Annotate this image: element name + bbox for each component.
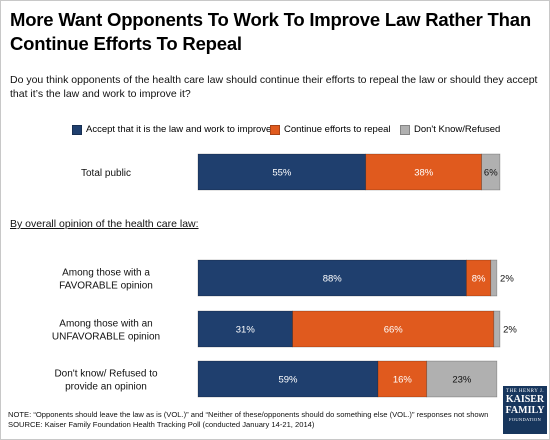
kff-logo: THE HENRY J. KAISER FAMILY FOUNDATION bbox=[503, 386, 547, 434]
bar-segment bbox=[490, 259, 498, 297]
bar-segment bbox=[493, 310, 501, 348]
data-label: 59% bbox=[278, 375, 298, 386]
legend-item-dontknow: Don't Know/Refused bbox=[400, 124, 500, 135]
logo-line1: THE HENRY J. bbox=[505, 389, 545, 394]
data-label: 2% bbox=[500, 274, 514, 285]
note-text: NOTE: “Opponents should leave the law as… bbox=[8, 410, 489, 419]
chart-note: NOTE: “Opponents should leave the law as… bbox=[8, 410, 508, 430]
bar-segment bbox=[197, 310, 293, 348]
bar-segment bbox=[197, 153, 367, 191]
legend-label-dontknow: Don't Know/Refused bbox=[414, 124, 501, 135]
source-text: SOURCE: Kaiser Family Foundation Health … bbox=[8, 420, 315, 429]
legend-label-repeal: Continue efforts to repeal bbox=[284, 124, 391, 135]
row-label: Among those with an bbox=[59, 319, 152, 330]
bar-segment bbox=[466, 259, 492, 297]
row-label: Total public bbox=[81, 168, 131, 179]
legend-item-improve: Accept that it is the law and work to im… bbox=[72, 124, 279, 135]
data-label: 8% bbox=[472, 274, 486, 285]
row-label: Among those with a bbox=[62, 268, 150, 279]
logo-line3: FOUNDATION bbox=[509, 417, 541, 422]
bar-segment bbox=[426, 360, 498, 398]
data-label: 55% bbox=[272, 168, 292, 179]
legend-swatch-dontknow bbox=[400, 124, 410, 135]
row-label: provide an opinion bbox=[65, 382, 147, 393]
data-label: 16% bbox=[393, 375, 413, 386]
bar-segment bbox=[197, 360, 379, 398]
bar-segment bbox=[197, 259, 467, 297]
subheading: By overall opinion of the health care la… bbox=[10, 218, 199, 230]
legend-label-improve: Accept that it is the law and work to im… bbox=[86, 124, 279, 135]
legend-swatch-improve bbox=[72, 124, 82, 135]
legend-swatch-repeal bbox=[270, 124, 280, 135]
data-label: 66% bbox=[384, 325, 404, 336]
bar-segment bbox=[292, 310, 495, 348]
bar-segment bbox=[365, 153, 482, 191]
row-label: UNFAVORABLE opinion bbox=[52, 332, 160, 343]
survey-question: Do you think opponents of the health car… bbox=[10, 74, 538, 100]
data-label: 31% bbox=[236, 325, 256, 336]
data-label: 38% bbox=[414, 168, 434, 179]
data-label: 88% bbox=[323, 274, 343, 285]
bar-segment bbox=[377, 360, 428, 398]
data-label: 23% bbox=[452, 375, 472, 386]
legend-item-repeal: Continue efforts to repeal bbox=[270, 124, 391, 135]
data-label: 2% bbox=[503, 325, 517, 336]
row-label: Don't know/ Refused to bbox=[54, 369, 158, 380]
bar-segment bbox=[481, 153, 501, 191]
row-label: FAVORABLE opinion bbox=[59, 281, 153, 292]
logo-line2a: KAISER bbox=[505, 394, 545, 405]
chart-title: More Want Opponents To Work To Improve L… bbox=[10, 9, 531, 54]
data-label: 6% bbox=[484, 168, 498, 179]
logo-line2b: FAMILY bbox=[505, 405, 545, 416]
